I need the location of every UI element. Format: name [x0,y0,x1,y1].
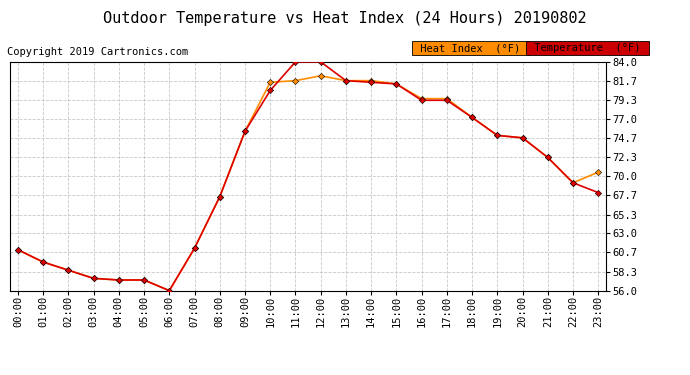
Text: Outdoor Temperature vs Heat Index (24 Hours) 20190802: Outdoor Temperature vs Heat Index (24 Ho… [104,11,586,26]
Text: Copyright 2019 Cartronics.com: Copyright 2019 Cartronics.com [7,47,188,57]
Text: Heat Index  (°F): Heat Index (°F) [414,43,526,53]
Text: Temperature  (°F): Temperature (°F) [528,43,647,53]
